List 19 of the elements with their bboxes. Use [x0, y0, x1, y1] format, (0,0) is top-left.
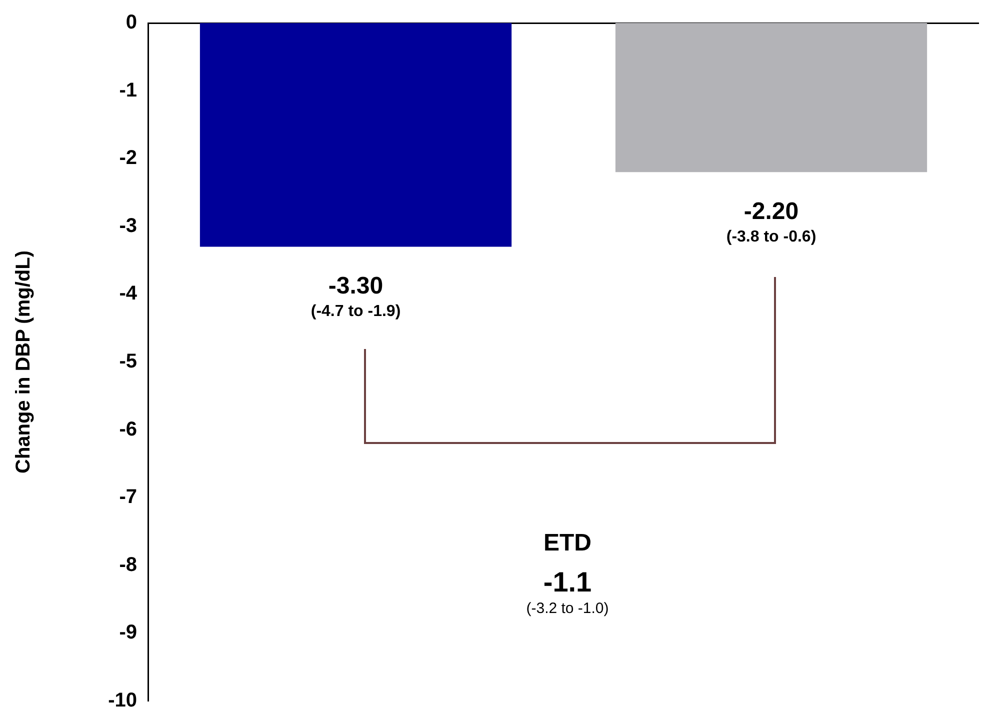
y-tick-label: -10 [108, 690, 137, 712]
y-axis-title: Change in DBP (mg/dL) [12, 250, 35, 474]
annotation: (-3.8 to -0.6) [726, 228, 816, 246]
y-tick-label: -8 [119, 554, 137, 576]
y-tick-label: -6 [119, 418, 137, 440]
annotation: ETD [544, 529, 592, 556]
y-tick-label: -1 [119, 79, 137, 102]
y-tick-label: -7 [119, 486, 137, 508]
y-tick-label: 0 [126, 12, 137, 34]
y-tick-label: -4 [119, 282, 138, 305]
annotation: -1.1 [543, 566, 592, 598]
y-tick-label: -9 [119, 622, 137, 644]
annotation: (-4.7 to -1.9) [310, 303, 401, 320]
y-tick-label: -2 [119, 147, 137, 170]
y-tick-label: -5 [119, 350, 137, 373]
annotation: (-3.2 to -1.0) [526, 600, 609, 617]
y-tick-label: -3 [119, 214, 137, 237]
data-label: -2.20 [744, 198, 799, 225]
data-label: -3.30 [328, 272, 384, 300]
